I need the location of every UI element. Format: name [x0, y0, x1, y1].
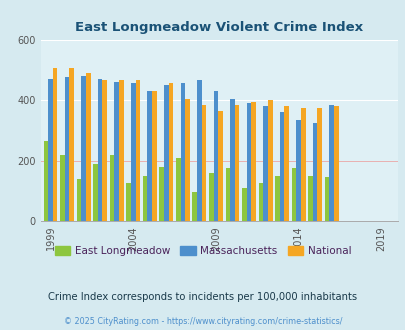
Bar — [180, 83, 185, 221]
Bar — [246, 103, 251, 221]
Bar — [230, 99, 234, 221]
Bar — [130, 83, 135, 221]
Bar — [275, 176, 279, 221]
Bar — [48, 79, 53, 221]
Bar — [328, 105, 333, 221]
Bar — [262, 106, 267, 221]
Bar — [317, 108, 321, 221]
Bar — [175, 157, 180, 221]
Bar — [291, 168, 296, 221]
Bar — [164, 85, 168, 221]
Bar — [284, 106, 288, 221]
Bar — [77, 179, 81, 221]
Text: Crime Index corresponds to incidents per 100,000 inhabitants: Crime Index corresponds to incidents per… — [48, 292, 357, 302]
Title: East Longmeadow Violent Crime Index: East Longmeadow Violent Crime Index — [75, 21, 362, 34]
Bar — [147, 91, 152, 221]
Bar — [159, 167, 164, 221]
Bar — [98, 79, 102, 221]
Bar — [168, 83, 173, 221]
Bar — [307, 176, 312, 221]
Bar — [185, 99, 189, 221]
Legend: East Longmeadow, Massachusetts, National: East Longmeadow, Massachusetts, National — [51, 242, 354, 260]
Bar — [93, 164, 98, 221]
Bar — [192, 192, 196, 221]
Bar — [333, 106, 338, 221]
Bar — [234, 105, 239, 221]
Bar — [279, 112, 284, 221]
Bar — [300, 108, 305, 221]
Bar — [241, 188, 246, 221]
Bar — [196, 81, 201, 221]
Bar — [312, 123, 317, 221]
Bar — [251, 102, 255, 221]
Bar — [53, 68, 58, 221]
Bar — [143, 176, 147, 221]
Bar — [69, 68, 74, 221]
Bar — [258, 183, 262, 221]
Bar — [152, 91, 156, 221]
Bar — [126, 183, 130, 221]
Bar — [43, 141, 48, 221]
Bar — [114, 82, 119, 221]
Bar — [102, 81, 107, 221]
Bar — [324, 177, 328, 221]
Bar — [109, 154, 114, 221]
Bar — [60, 154, 64, 221]
Bar — [86, 73, 90, 221]
Bar — [135, 81, 140, 221]
Bar — [201, 105, 206, 221]
Bar — [225, 168, 230, 221]
Bar — [218, 111, 222, 221]
Bar — [64, 78, 69, 221]
Bar — [296, 120, 300, 221]
Bar — [267, 100, 272, 221]
Text: © 2025 CityRating.com - https://www.cityrating.com/crime-statistics/: © 2025 CityRating.com - https://www.city… — [64, 317, 341, 326]
Bar — [81, 76, 86, 221]
Bar — [213, 91, 218, 221]
Bar — [209, 173, 213, 221]
Bar — [119, 81, 124, 221]
